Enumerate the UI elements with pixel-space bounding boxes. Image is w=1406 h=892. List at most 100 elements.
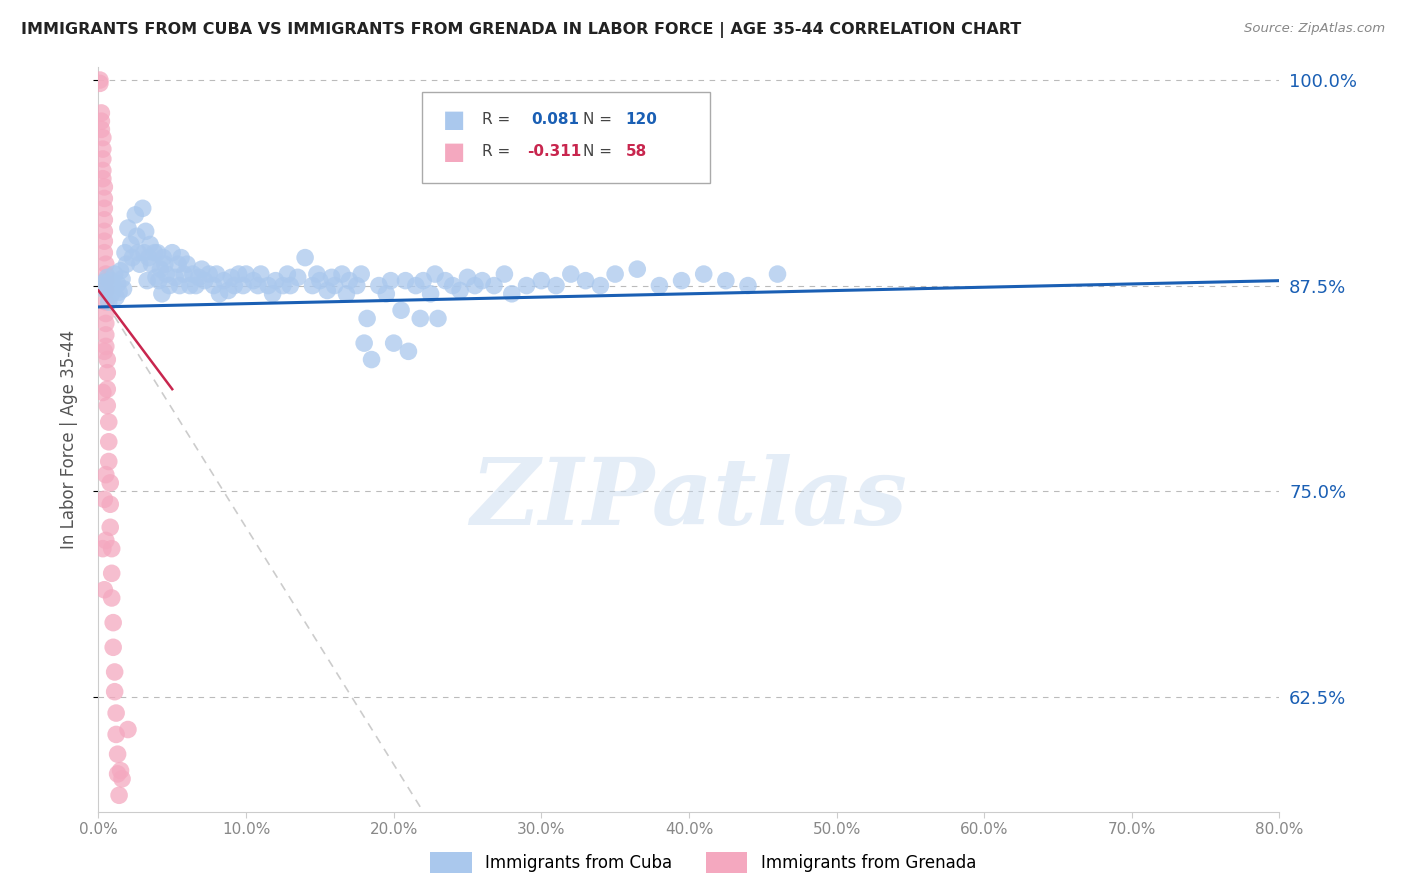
Point <box>648 278 671 293</box>
Point <box>530 274 553 288</box>
Text: -0.311: -0.311 <box>527 145 582 159</box>
Point <box>94 339 117 353</box>
Point <box>141 257 163 271</box>
Point <box>107 277 129 291</box>
Point <box>208 286 231 301</box>
Point <box>117 723 139 737</box>
Point <box>457 270 479 285</box>
Point <box>575 274 598 288</box>
Point <box>105 706 128 720</box>
Point <box>91 385 114 400</box>
Point <box>375 286 398 301</box>
Point <box>409 311 432 326</box>
Point <box>589 278 612 293</box>
Point <box>117 221 139 235</box>
Point <box>94 295 117 310</box>
Point <box>91 171 114 186</box>
Text: 120: 120 <box>626 112 658 127</box>
Point <box>501 286 523 301</box>
Point <box>96 366 118 380</box>
Point <box>301 278 323 293</box>
Point <box>464 278 486 293</box>
Point <box>471 274 494 288</box>
Point <box>143 245 166 260</box>
Point <box>145 270 167 285</box>
Point <box>121 251 143 265</box>
Point <box>389 303 412 318</box>
Point <box>91 278 114 293</box>
Point <box>330 267 353 281</box>
Point <box>294 251 316 265</box>
Point <box>134 245 156 260</box>
Point <box>321 270 343 285</box>
Point <box>212 274 235 288</box>
Point <box>103 615 125 630</box>
Point <box>335 286 357 301</box>
Point <box>157 278 180 293</box>
Text: ■: ■ <box>443 140 465 163</box>
Text: ■: ■ <box>443 108 465 131</box>
Point <box>111 772 134 786</box>
Point <box>93 191 115 205</box>
Point <box>250 267 273 281</box>
Point <box>90 114 112 128</box>
Point <box>170 251 193 265</box>
Point <box>693 267 716 281</box>
Point <box>94 306 117 320</box>
Point <box>105 290 128 304</box>
Point <box>93 344 115 359</box>
Point <box>91 541 114 556</box>
Point <box>737 278 759 293</box>
Point <box>228 267 250 281</box>
Point <box>235 267 257 281</box>
Text: IMMIGRANTS FROM CUBA VS IMMIGRANTS FROM GRENADA IN LABOR FORCE | AGE 35-44 CORRE: IMMIGRANTS FROM CUBA VS IMMIGRANTS FROM … <box>21 22 1021 38</box>
Point <box>91 152 114 166</box>
Point <box>112 282 135 296</box>
Point <box>671 274 693 288</box>
Point <box>124 208 146 222</box>
Text: N =: N = <box>583 145 613 159</box>
Point <box>94 284 117 298</box>
Point <box>108 285 131 300</box>
Point <box>516 278 538 293</box>
Point <box>94 274 117 288</box>
Point <box>127 245 149 260</box>
Point <box>323 278 346 293</box>
Point <box>605 267 627 281</box>
Point <box>167 257 190 271</box>
Point <box>103 278 125 293</box>
Point <box>187 270 209 285</box>
Point <box>103 640 125 655</box>
Point <box>271 278 294 293</box>
Point <box>94 267 117 281</box>
Point <box>96 270 118 285</box>
Point <box>242 274 264 288</box>
Point <box>368 278 391 293</box>
Point <box>194 274 217 288</box>
Point <box>350 267 373 281</box>
Point <box>264 274 287 288</box>
Point <box>280 278 302 293</box>
Point <box>482 278 505 293</box>
Point <box>405 278 427 293</box>
Point <box>560 267 582 281</box>
Point <box>202 278 225 293</box>
Point <box>110 764 132 778</box>
Point <box>173 267 195 281</box>
Point <box>309 274 332 288</box>
Point <box>93 492 115 507</box>
Point <box>97 415 120 429</box>
Point <box>93 212 115 227</box>
Point <box>152 251 174 265</box>
Point <box>217 284 239 298</box>
Point <box>380 274 402 288</box>
Point <box>714 274 737 288</box>
Point <box>100 566 122 581</box>
Point <box>339 274 361 288</box>
Point <box>91 130 114 145</box>
Point <box>115 257 138 271</box>
Point <box>97 295 120 310</box>
Point <box>138 251 160 265</box>
Point <box>93 275 115 289</box>
Point <box>305 267 328 281</box>
